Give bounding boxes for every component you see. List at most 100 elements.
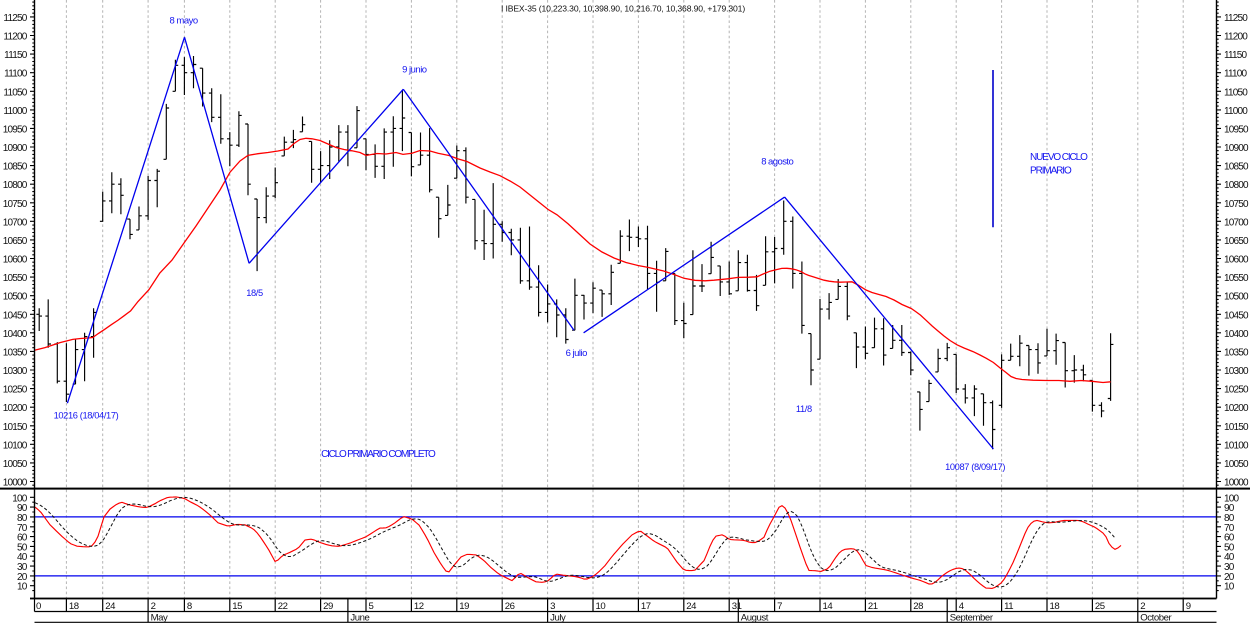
svg-text:31: 31 [732,601,742,612]
svg-text:10250: 10250 [1224,385,1249,396]
svg-text:10050: 10050 [1224,459,1249,470]
svg-text:30: 30 [1224,562,1235,573]
svg-text:10: 10 [596,601,606,612]
svg-text:70: 70 [1224,523,1235,534]
svg-text:12: 12 [414,601,424,612]
svg-text:11250: 11250 [1224,13,1248,24]
svg-text:10550: 10550 [1224,273,1249,284]
svg-text:22: 22 [278,601,288,612]
svg-text:20: 20 [17,572,28,583]
svg-text:10150: 10150 [3,422,28,433]
svg-text:11000: 11000 [1224,106,1248,117]
svg-text:40: 40 [17,552,28,563]
svg-text:19: 19 [459,601,469,612]
svg-text:11250: 11250 [3,13,27,24]
svg-text:NUEVO CICLO: NUEVO CICLO [1030,152,1088,163]
svg-text:11150: 11150 [1224,50,1248,61]
svg-text:20: 20 [1224,572,1235,583]
svg-text:40: 40 [1224,552,1235,563]
svg-text:6 julio: 6 julio [566,348,588,359]
svg-text:10650: 10650 [3,236,28,247]
svg-text:7: 7 [777,601,782,612]
svg-text:60: 60 [1224,533,1235,544]
svg-text:18: 18 [1050,601,1060,612]
svg-text:May: May [151,613,168,623]
svg-text:10300: 10300 [3,366,28,377]
svg-text:9 junio: 9 junio [402,64,427,75]
svg-text:25: 25 [1095,601,1105,612]
svg-text:10250: 10250 [3,385,28,396]
svg-text:10087 (8/09/17): 10087 (8/09/17) [945,462,1005,472]
svg-text:July: July [550,613,566,623]
svg-text:October: October [1140,613,1172,623]
svg-text:8: 8 [187,601,192,612]
svg-text:11: 11 [1004,601,1013,612]
svg-text:10216 (18/04/17): 10216 (18/04/17) [54,411,119,421]
svg-text:10400: 10400 [3,329,28,340]
svg-text:11200: 11200 [1224,32,1248,43]
svg-text:10100: 10100 [1224,440,1249,451]
svg-text:August: August [741,613,769,623]
svg-text:10750: 10750 [1224,199,1249,210]
svg-text:15: 15 [232,601,242,612]
svg-text:70: 70 [17,523,28,534]
svg-text:2: 2 [1140,601,1145,612]
svg-text:10700: 10700 [3,217,28,228]
svg-text:18/5: 18/5 [246,288,263,298]
svg-text:10800: 10800 [3,180,28,191]
svg-text:30: 30 [17,562,28,573]
svg-text:60: 60 [17,533,28,544]
svg-text:29: 29 [323,601,333,612]
svg-text:10600: 10600 [3,255,28,266]
svg-text:10000: 10000 [3,478,28,489]
svg-text:CICLO PRIMARIO COMPLETO: CICLO PRIMARIO COMPLETO [321,449,436,460]
svg-text:10500: 10500 [3,292,28,303]
svg-text:10100: 10100 [3,440,28,451]
svg-text:10800: 10800 [1224,180,1249,191]
svg-text:10300: 10300 [1224,366,1249,377]
svg-text:28: 28 [913,601,923,612]
svg-text:10950: 10950 [3,124,28,135]
svg-text:10900: 10900 [1224,143,1249,154]
svg-text:50: 50 [17,542,28,553]
svg-text:2: 2 [151,601,156,612]
svg-text:10700: 10700 [1224,217,1249,228]
svg-text:11150: 11150 [4,50,28,61]
svg-text:10400: 10400 [1224,329,1249,340]
svg-text:10600: 10600 [1224,255,1249,266]
svg-text:11100: 11100 [1224,69,1248,80]
svg-text:10850: 10850 [3,162,28,173]
svg-text:90: 90 [1224,503,1235,514]
svg-text:3: 3 [550,601,555,612]
svg-text:0: 0 [36,601,41,612]
svg-text:11/8: 11/8 [796,404,812,414]
svg-text:100: 100 [1224,493,1240,504]
svg-text:10150: 10150 [1224,422,1249,433]
svg-text:11050: 11050 [1224,87,1248,98]
svg-text:June: June [350,613,369,623]
svg-text:10: 10 [17,582,28,593]
svg-text:21: 21 [868,601,878,612]
svg-text:10900: 10900 [3,143,28,154]
svg-text:I IBEX-35 (10,223.30, 10,398.9: I IBEX-35 (10,223.30, 10,398.90, 10,216.… [501,4,745,14]
svg-text:10950: 10950 [1224,124,1249,135]
svg-text:PRIMARIO: PRIMARIO [1030,166,1072,177]
svg-text:11000: 11000 [3,106,27,117]
svg-text:10350: 10350 [1224,347,1249,358]
svg-text:10350: 10350 [3,347,28,358]
svg-text:11050: 11050 [3,87,27,98]
svg-text:10000: 10000 [1224,478,1249,489]
svg-text:9: 9 [1186,601,1191,612]
svg-text:10750: 10750 [3,199,28,210]
svg-text:10: 10 [1224,582,1235,593]
svg-text:24: 24 [686,601,697,612]
svg-text:26: 26 [505,601,515,612]
svg-text:80: 80 [17,513,28,524]
svg-text:80: 80 [1224,513,1235,524]
svg-text:14: 14 [823,601,834,612]
svg-text:10050: 10050 [3,459,28,470]
svg-text:11200: 11200 [3,32,27,43]
svg-text:10200: 10200 [3,403,28,414]
svg-text:10500: 10500 [1224,292,1249,303]
svg-text:10450: 10450 [1224,310,1249,321]
